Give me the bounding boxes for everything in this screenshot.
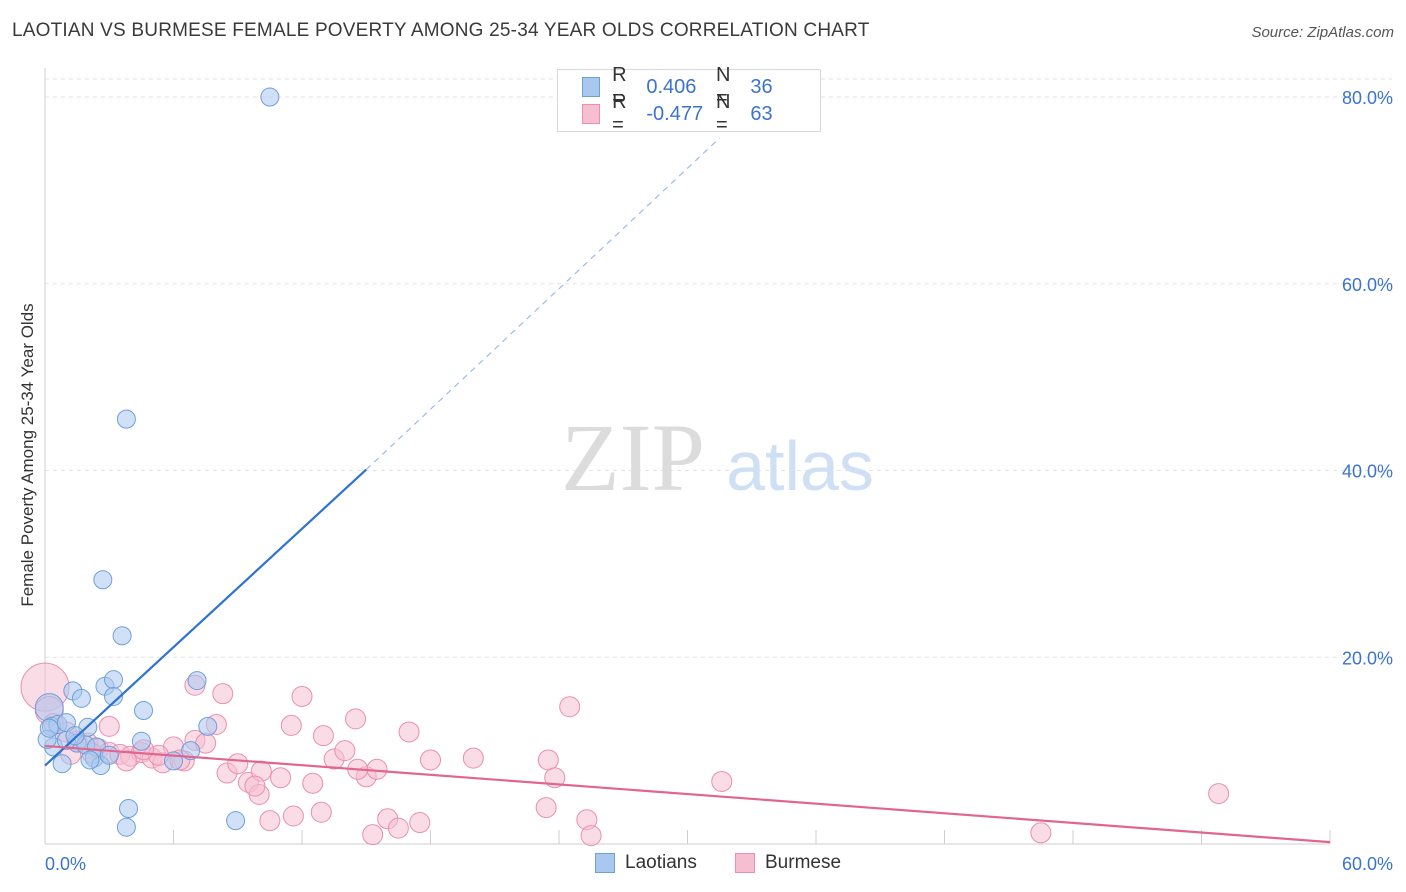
- burmese-point: [362, 824, 384, 846]
- laotian-point: [104, 670, 124, 690]
- legend-label-laotians: Laotians: [625, 852, 697, 873]
- source-credit: Source: ZipAtlas.com: [1251, 24, 1394, 41]
- chart-title: LAOTIAN VS BURMESE FEMALE POVERTY AMONG …: [12, 20, 870, 41]
- r-label: R =: [612, 64, 627, 109]
- laotian-point: [93, 570, 113, 590]
- burmese-point: [259, 810, 281, 832]
- r-value: 0.406: [646, 75, 697, 98]
- series-legend: Laotians Burmese: [0, 852, 1406, 878]
- tick-labels: 80.0% 60.0% 40.0% 20.0% 0.0% 60.0%: [45, 88, 1393, 874]
- stats-row-burmese: R = -0.477 N = 63: [582, 91, 820, 136]
- burmese-point: [1208, 783, 1230, 805]
- laotian-points: [34, 87, 280, 837]
- laotians-legend-swatch: [595, 853, 615, 873]
- burmese-swatch: [582, 104, 601, 124]
- burmese-point: [420, 749, 441, 771]
- legend-label-burmese: Burmese: [765, 852, 842, 873]
- burmese-point: [398, 721, 420, 743]
- r-value: -0.477: [646, 102, 704, 125]
- y-tick-label: 20.0%: [1342, 648, 1393, 668]
- burmese-point: [580, 825, 602, 847]
- laotian-point: [71, 688, 91, 708]
- burmese-point: [280, 714, 302, 736]
- burmese-point: [387, 817, 409, 839]
- laotian-point: [116, 817, 136, 837]
- burmese-point: [711, 770, 733, 792]
- trend-layer: [44, 137, 1331, 844]
- y-tick-label: 80.0%: [1342, 88, 1393, 108]
- watermark-zip: ZIP: [561, 404, 705, 511]
- burmese-points: [20, 662, 1230, 847]
- burmese-legend-swatch: [735, 853, 755, 873]
- laotian-point: [260, 87, 280, 107]
- laotian-point: [52, 754, 72, 774]
- stats-row-laotian: R = 0.406 N = 36: [582, 64, 820, 109]
- x-tick-label: 0.0%: [45, 854, 86, 874]
- burmese-point: [227, 753, 249, 775]
- r-label: R =: [612, 91, 627, 136]
- laotian-point: [99, 745, 119, 765]
- laotian-point: [187, 671, 207, 691]
- burmese-point: [291, 685, 313, 707]
- laotian-point: [131, 731, 151, 751]
- laotian-point: [198, 716, 218, 736]
- laotian-point: [112, 626, 132, 646]
- laotian-trend-extension: [365, 137, 721, 471]
- burmese-point: [310, 801, 332, 823]
- burmese-trend-line: [44, 744, 1331, 844]
- burmese-point: [334, 740, 356, 762]
- watermark: ZIP atlas: [561, 404, 874, 511]
- burmese-point: [312, 725, 334, 747]
- burmese-point: [537, 749, 559, 771]
- burmese-point: [212, 683, 234, 705]
- burmese-point: [302, 772, 324, 794]
- watermark-atlas: atlas: [726, 427, 874, 505]
- n-value: 63: [750, 102, 773, 125]
- laotian-point: [104, 686, 124, 706]
- laotian-point: [226, 811, 246, 831]
- y-tick-label: 60.0%: [1342, 275, 1393, 295]
- y-tick-label: 40.0%: [1342, 462, 1393, 482]
- laotian-point: [119, 799, 139, 819]
- legend-item-burmese[interactable]: Burmese: [735, 852, 841, 874]
- grid-layer: [45, 78, 1392, 658]
- laotian-point: [39, 718, 59, 738]
- burmese-point: [98, 715, 120, 737]
- burmese-point: [270, 767, 292, 789]
- burmese-point: [462, 747, 484, 769]
- x-tick-label: 60.0%: [1342, 854, 1393, 874]
- legend-item-laotians[interactable]: Laotians: [595, 852, 697, 874]
- laotian-point: [134, 700, 154, 720]
- stats-legend: R = 0.406 N = 36 R = -0.477 N = 63: [557, 64, 821, 136]
- burmese-point: [115, 750, 137, 772]
- n-value: 36: [750, 75, 773, 98]
- burmese-point: [1030, 822, 1052, 844]
- laotian-point: [65, 726, 85, 746]
- burmese-point: [535, 797, 557, 819]
- y-axis-label: Female Poverty Among 25-34 Year Olds: [18, 303, 37, 607]
- burmese-point: [409, 812, 431, 834]
- laotian-point: [116, 409, 136, 429]
- burmese-point: [559, 696, 581, 718]
- burmese-point: [345, 708, 367, 730]
- laotian-point: [80, 750, 100, 770]
- laotian-point: [181, 741, 201, 761]
- n-label: N =: [716, 64, 731, 109]
- laotian-trend-line: [44, 468, 367, 767]
- burmese-point: [282, 805, 304, 827]
- n-label: N =: [716, 91, 731, 136]
- burmese-point: [244, 775, 266, 797]
- laotian-swatch: [582, 77, 601, 97]
